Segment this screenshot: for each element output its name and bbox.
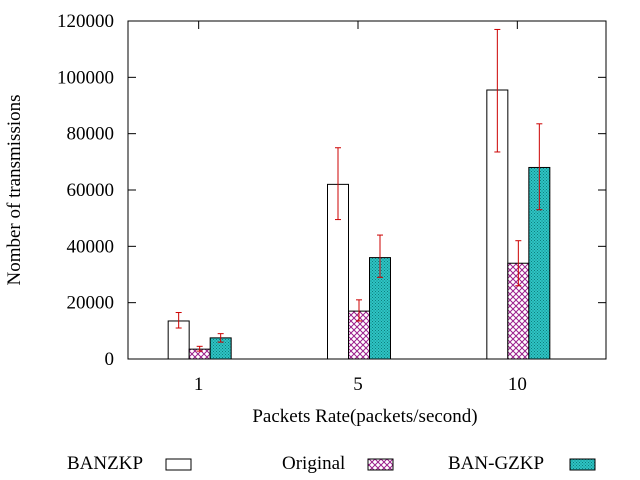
y-tick-label: 80000 [67, 124, 115, 145]
y-tick-label: 100000 [57, 67, 114, 88]
legend-swatch-ban-gzkp [569, 458, 596, 471]
x-tick-label: 1 [194, 374, 204, 395]
y-tick-label: 0 [105, 349, 115, 370]
y-tick-label: 20000 [67, 293, 115, 314]
legend-label-ban-gzkp: BAN-GZKP [448, 453, 544, 474]
legend-swatch-banzkp [165, 458, 192, 471]
x-axis-title: Packets Rate(packets/second) [252, 406, 477, 427]
x-tick-label: 10 [508, 374, 527, 395]
x-tick-label: 5 [353, 374, 363, 395]
y-tick-label: 60000 [67, 180, 115, 201]
bars [167, 89, 551, 360]
y-tick-label: 120000 [57, 11, 114, 32]
legend: BANZKP Original BAN-GZKP [67, 453, 596, 474]
legend-label-banzkp: BANZKP [67, 453, 143, 474]
y-tick-label: 40000 [67, 236, 115, 257]
error-bars [175, 28, 543, 352]
y-axis-title: Nomber of transmissions [4, 94, 25, 285]
legend-label-original: Original [282, 453, 345, 474]
y-axis: 0 20000 40000 60000 80000 100000 120000 [57, 11, 606, 370]
legend-swatch-original [367, 458, 394, 471]
